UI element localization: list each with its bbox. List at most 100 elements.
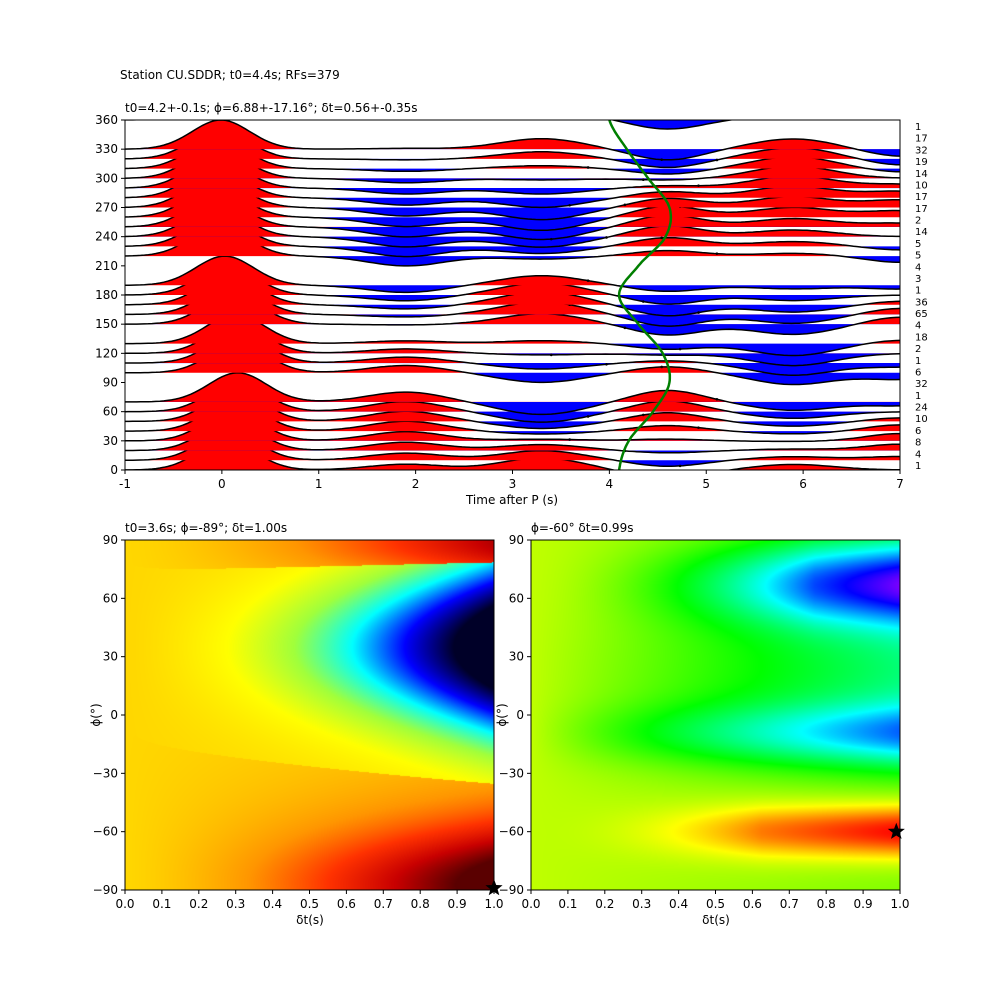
x-tick-label: 0.0	[115, 897, 134, 911]
grid-left-y-axis-label: ϕ(°)	[89, 703, 103, 726]
rf-negative-fill	[125, 324, 900, 335]
bin-count-label: 2	[915, 344, 921, 355]
rf-pick-marker	[568, 203, 571, 207]
rf-negative-fill	[125, 363, 900, 376]
rf-pick-marker	[586, 279, 590, 282]
rf-pick-marker	[641, 413, 645, 417]
rf-negative-fill	[125, 149, 900, 160]
rf-negative-fill	[125, 217, 900, 231]
y-tick-label: −60	[499, 825, 524, 839]
rf-bin-counts: 1486102413261218465361345514217171014193…	[915, 122, 928, 472]
rf-positive-fill	[125, 285, 900, 315]
grid-left-x-ticks: 0.0 0.1 0.2 0.3 0.4 0.5 0.6 0.7 0.8 0.9 1.0	[115, 890, 504, 911]
rf-positive-fill	[125, 392, 900, 422]
y-tick-label: 90	[103, 533, 118, 547]
bin-count-label: 1	[915, 461, 921, 472]
bin-count-label: 1	[915, 122, 921, 133]
rf-negative-fill	[125, 236, 900, 248]
rf-pick-marker	[605, 117, 608, 120]
rf-negative-fill	[125, 411, 900, 423]
bin-count-label: 10	[915, 180, 928, 191]
x-tick-label: 1.0	[890, 897, 909, 911]
rf-positive-fill	[125, 382, 900, 412]
rf-positive-fill	[125, 149, 900, 179]
rf-negative-fill	[125, 207, 900, 220]
rf-positive-fill	[125, 129, 900, 159]
rf-pick-marker	[697, 184, 700, 187]
grid-left-best-marker	[485, 879, 503, 896]
bin-count-label: 5	[915, 239, 921, 250]
rf-positive-fill	[125, 333, 900, 364]
rf-positive-fill	[125, 324, 900, 354]
y-tick-label: 60	[103, 591, 118, 605]
x-tick-label: 0	[218, 477, 226, 491]
y-tick-label: 90	[103, 376, 118, 390]
x-tick-label: 0.4	[263, 897, 282, 911]
rf-negative-fill	[125, 421, 900, 429]
x-tick-label: 0.8	[411, 897, 430, 911]
bin-count-label: 10	[915, 414, 928, 425]
y-tick-label: 300	[95, 171, 118, 185]
rf-pick-marker	[697, 426, 700, 429]
grid-left-x-axis-label: δt(s)	[296, 913, 324, 927]
y-tick-label: 240	[95, 230, 118, 244]
rf-negative-fill	[125, 226, 900, 240]
rf-positive-fill	[125, 265, 900, 295]
rf-positive-fill	[125, 256, 900, 286]
x-tick-label: 0.3	[226, 897, 245, 911]
figure-title: Station CU.SDDR; t0=4.4s; RFs=379	[120, 68, 340, 82]
receiver-function-panel: t0=4.2+-0.1s; ϕ=6.88+-17.16°; δt=0.56+-0…	[95, 101, 928, 507]
grid-left-heatmap	[125, 540, 494, 890]
bin-count-label: 18	[915, 332, 928, 343]
rf-pick-marker	[697, 311, 700, 314]
rf-pick-marker	[715, 398, 719, 401]
rf-negative-fill	[125, 314, 900, 327]
bin-count-label: 1	[915, 356, 921, 367]
rf-panel-title: t0=4.2+-0.1s; ϕ=6.88+-17.16°; δt=0.56+-0…	[125, 101, 418, 115]
x-tick-label: 0.5	[300, 897, 319, 911]
bin-count-label: 4	[915, 262, 921, 273]
rf-negative-fill	[125, 343, 900, 356]
rf-trace	[125, 255, 900, 294]
bin-count-label: 19	[915, 157, 928, 168]
rf-negative-fill	[125, 197, 900, 208]
y-tick-label: 0	[516, 708, 524, 722]
rf-positive-fill	[125, 314, 900, 344]
rf-positive-fill	[125, 411, 900, 441]
grid-right-y-ticks: −90 −60 −30 0 30 60 90	[499, 533, 531, 897]
moveout-curve-line	[608, 120, 673, 470]
y-tick-label: −90	[499, 883, 524, 897]
rf-negative-fill	[125, 401, 900, 415]
rf-pick-marker	[549, 237, 553, 241]
y-tick-label: 30	[103, 434, 118, 448]
bin-count-label: 6	[915, 426, 921, 437]
x-tick-label: 7	[896, 477, 904, 491]
rf-negative-fill	[125, 295, 900, 305]
y-tick-label: 180	[95, 288, 118, 302]
bin-count-label: 4	[915, 321, 921, 332]
bin-count-label: 1	[915, 286, 921, 297]
bin-count-label: 65	[915, 309, 928, 320]
rf-positive-fill	[125, 295, 900, 325]
x-tick-label: 3	[509, 477, 517, 491]
y-tick-label: 120	[95, 346, 118, 360]
x-tick-label: 1.0	[484, 897, 503, 911]
x-tick-label: 0.2	[595, 897, 614, 911]
x-tick-label: 0.6	[337, 897, 356, 911]
bin-count-label: 3	[915, 274, 921, 285]
x-tick-label: 0.1	[152, 897, 171, 911]
y-tick-label: −90	[93, 883, 118, 897]
x-tick-label: 4	[606, 477, 614, 491]
rf-pick-marker	[715, 158, 719, 162]
y-tick-label: −30	[499, 766, 524, 780]
bin-count-label: 8	[915, 438, 921, 449]
x-tick-label: 0.6	[743, 897, 762, 911]
rf-pick-marker	[623, 203, 627, 207]
x-tick-label: 0.4	[669, 897, 688, 911]
rf-pick-marker	[678, 464, 682, 468]
rf-pick-marker	[568, 438, 571, 441]
rf-positive-fill	[125, 227, 900, 257]
rf-pick-marker	[641, 178, 645, 182]
y-tick-label: 60	[509, 591, 524, 605]
rf-traces	[125, 117, 900, 470]
